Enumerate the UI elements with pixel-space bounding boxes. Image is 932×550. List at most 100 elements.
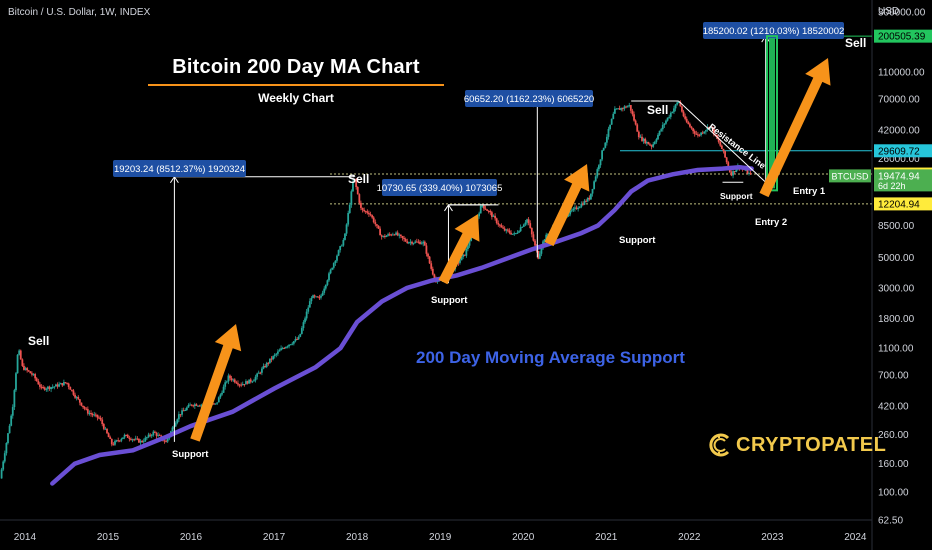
candle-body	[51, 386, 54, 388]
target-range-fill	[769, 38, 775, 189]
candle-body	[216, 402, 219, 404]
candle-body	[431, 268, 434, 275]
candle-body	[513, 233, 516, 235]
candle-body	[498, 224, 501, 226]
candle-body	[398, 234, 401, 236]
candle-body	[510, 232, 512, 235]
candle-body	[669, 112, 672, 117]
candle-body	[48, 386, 51, 390]
x-tick-label: 2021	[595, 532, 618, 543]
candle-body	[366, 211, 369, 213]
candle-body	[414, 241, 417, 243]
candle-body	[74, 394, 76, 398]
candle-body	[3, 453, 6, 462]
candle-body	[586, 197, 589, 202]
candle-body	[478, 213, 481, 217]
price-label-box	[874, 197, 932, 211]
candle-body	[377, 225, 380, 229]
ma-support-label: 200 Day Moving Average Support	[416, 348, 685, 367]
support-label-2015: Support	[172, 449, 209, 460]
candle-body	[459, 260, 461, 263]
candle-body	[53, 386, 56, 388]
ticker-tag-box	[829, 169, 871, 183]
candle-body	[679, 102, 682, 107]
candle-body	[256, 373, 259, 377]
candle-body	[77, 397, 80, 400]
candle-body	[495, 218, 498, 223]
candle-body	[54, 384, 57, 387]
candle-body	[506, 229, 509, 231]
candle-body	[486, 209, 489, 211]
candle-body	[82, 405, 84, 408]
candle-body	[275, 353, 278, 355]
candle-body	[425, 245, 428, 254]
candle-body	[518, 231, 520, 233]
measure-label: 60652.20 (1162.23%) 6065220	[464, 94, 594, 105]
candle-body	[280, 348, 282, 351]
candle-body	[316, 296, 319, 298]
candle-body	[144, 437, 147, 442]
candle-body	[724, 151, 726, 158]
candle-body	[463, 254, 466, 256]
candle-body	[700, 132, 703, 136]
candle-body	[692, 128, 695, 132]
candle-body	[391, 234, 394, 236]
y-tick-label: 1100.00	[878, 344, 914, 355]
candle-body	[42, 386, 45, 388]
candle-body	[620, 107, 623, 110]
candle-body	[543, 239, 546, 242]
candle-body	[70, 389, 73, 391]
candle-body	[328, 273, 330, 281]
candle-body	[102, 424, 105, 429]
candle-body	[7, 433, 9, 444]
candle-body	[331, 267, 334, 270]
y-tick-label: 8500.00	[878, 221, 915, 232]
candle-body	[610, 118, 613, 125]
candle-body	[106, 428, 108, 434]
candle-body	[19, 350, 22, 360]
candle-body	[730, 172, 733, 176]
candle-body	[197, 405, 199, 407]
candle-body	[712, 128, 715, 135]
candle-body	[24, 368, 27, 370]
candle-body	[500, 225, 503, 228]
candle-body	[399, 234, 402, 237]
candle-body	[697, 134, 699, 136]
candle-body	[27, 370, 30, 372]
candle-body	[524, 222, 527, 225]
candle-body	[538, 253, 541, 259]
candle-body	[657, 134, 659, 140]
candle-body	[412, 242, 415, 244]
candle-body	[671, 111, 674, 113]
candle-body	[64, 382, 67, 384]
candle-body	[347, 213, 350, 225]
candle-body	[376, 224, 378, 226]
candle-body	[430, 263, 433, 269]
candle-body	[294, 339, 297, 342]
candle-body	[617, 108, 619, 110]
candle-body	[16, 354, 19, 374]
candle-body	[26, 368, 29, 371]
candle-body	[492, 215, 495, 217]
candle-body	[708, 127, 710, 129]
candle-body	[337, 250, 340, 256]
price-label-box	[874, 169, 932, 192]
candle-body	[360, 202, 362, 208]
candle-body	[238, 384, 241, 386]
candle-body	[176, 419, 179, 424]
candle-body	[40, 386, 43, 388]
candle-body	[262, 365, 265, 369]
candle-body	[284, 346, 287, 349]
y-tick-label: 3000.00	[878, 283, 915, 294]
candle-body	[682, 111, 685, 117]
candle-body	[567, 214, 570, 217]
candle-body	[160, 435, 163, 437]
support-label-2019: Support	[431, 295, 468, 306]
candle-body	[5, 443, 8, 454]
candle-body	[235, 382, 238, 384]
candle-body	[588, 197, 591, 200]
candle-body	[511, 233, 514, 235]
candle-body	[307, 307, 310, 312]
candle-body	[94, 414, 97, 416]
